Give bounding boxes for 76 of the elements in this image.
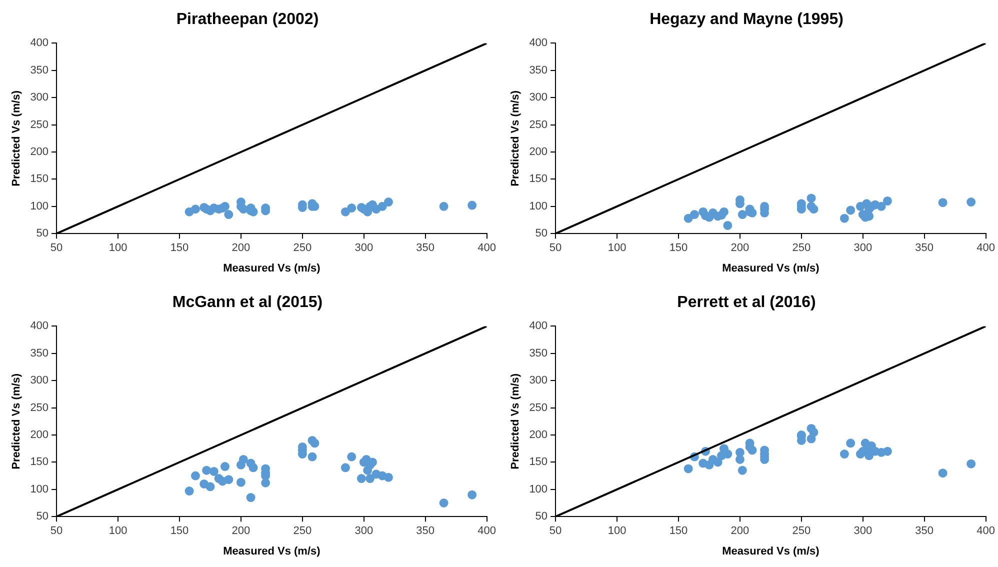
chart-title: McGann et al (2015)	[172, 294, 323, 312]
x-tick-label: 300	[354, 525, 374, 538]
x-tick-label: 150	[170, 525, 189, 538]
x-tick-label: 200	[730, 242, 750, 254]
y-tick-label: 300	[529, 92, 548, 104]
y-axis-title: Predicted Vs (m/s)	[10, 373, 23, 470]
x-tick-label: 350	[416, 525, 435, 538]
chart-title: Hegazy and Mayne (1995)	[650, 11, 844, 28]
y-tick-label: 200	[30, 146, 49, 158]
y-tick-label: 250	[30, 118, 49, 131]
x-tick-label: 250	[293, 242, 312, 254]
y-tick-label: 350	[529, 347, 548, 360]
x-tick-label: 350	[915, 525, 934, 538]
y-tick-label: 150	[529, 456, 548, 468]
x-tick-label: 100	[108, 525, 128, 538]
x-axis-title: Measured Vs (m/s)	[722, 262, 820, 274]
x-tick-label: 300	[354, 242, 374, 254]
y-tick-label: 250	[30, 402, 49, 414]
x-tick-label: 300	[854, 525, 872, 538]
x-tick-label: 150	[170, 242, 189, 254]
y-tick-label: 300	[30, 374, 49, 387]
y-tick-label: 200	[30, 429, 49, 442]
y-tick-label: 100	[30, 483, 49, 496]
x-tick-label: 50	[549, 525, 562, 538]
x-tick-label: 300	[854, 242, 872, 254]
x-tick-label: 250	[792, 525, 811, 538]
y-tick-label: 350	[30, 64, 49, 76]
x-tick-label: 400	[478, 525, 496, 538]
y-tick-label: 50	[36, 510, 49, 523]
y-tick-label: 50	[535, 510, 548, 523]
x-tick-label: 100	[608, 242, 626, 254]
x-tick-label: 350	[416, 242, 435, 254]
chart-title: Perrett et al (2016)	[677, 294, 816, 312]
y-tick-label: 150	[529, 173, 548, 186]
x-tick-label: 50	[50, 242, 63, 254]
y-tick-label: 100	[529, 483, 548, 496]
y-axis-title: Predicted Vs (m/s)	[510, 373, 522, 470]
x-tick-label: 400	[976, 242, 996, 254]
y-tick-label: 150	[30, 173, 49, 186]
chart-title: Piratheepan (2002)	[176, 11, 319, 28]
x-tick-label: 50	[549, 242, 562, 254]
y-axis-title: Predicted Vs (m/s)	[10, 90, 23, 186]
y-tick-label: 250	[529, 402, 548, 414]
y-tick-label: 400	[529, 320, 548, 332]
y-tick-label: 350	[529, 64, 548, 76]
y-tick-label: 400	[529, 37, 548, 50]
x-tick-label: 400	[478, 242, 496, 254]
y-axis-title: Predicted Vs (m/s)	[510, 90, 522, 186]
y-tick-label: 300	[529, 374, 548, 387]
y-tick-label: 100	[30, 200, 49, 212]
y-tick-label: 150	[30, 456, 49, 468]
x-tick-label: 200	[232, 242, 250, 254]
y-tick-label: 200	[529, 146, 548, 158]
x-tick-label: 200	[730, 525, 750, 538]
x-tick-label: 150	[669, 525, 688, 538]
x-tick-label: 250	[293, 525, 312, 538]
y-tick-label: 100	[529, 200, 548, 212]
y-tick-label: 400	[30, 320, 49, 332]
x-tick-label: 150	[669, 242, 688, 254]
x-axis-title: Measured Vs (m/s)	[223, 545, 321, 558]
y-tick-label: 50	[535, 228, 548, 240]
x-tick-label: 50	[50, 525, 63, 538]
x-tick-label: 200	[232, 525, 250, 538]
y-tick-label: 200	[529, 429, 548, 442]
x-tick-label: 350	[915, 242, 934, 254]
x-axis-title: Measured Vs (m/s)	[223, 262, 321, 274]
x-axis-title: Measured Vs (m/s)	[722, 545, 820, 558]
y-tick-label: 350	[30, 347, 49, 360]
x-tick-label: 100	[608, 525, 626, 538]
y-tick-label: 300	[30, 92, 49, 104]
x-tick-label: 100	[108, 242, 128, 254]
y-tick-label: 250	[529, 118, 548, 131]
y-tick-label: 400	[30, 37, 49, 50]
y-tick-label: 50	[36, 228, 49, 240]
x-tick-label: 400	[976, 525, 996, 538]
x-tick-label: 250	[792, 242, 811, 254]
